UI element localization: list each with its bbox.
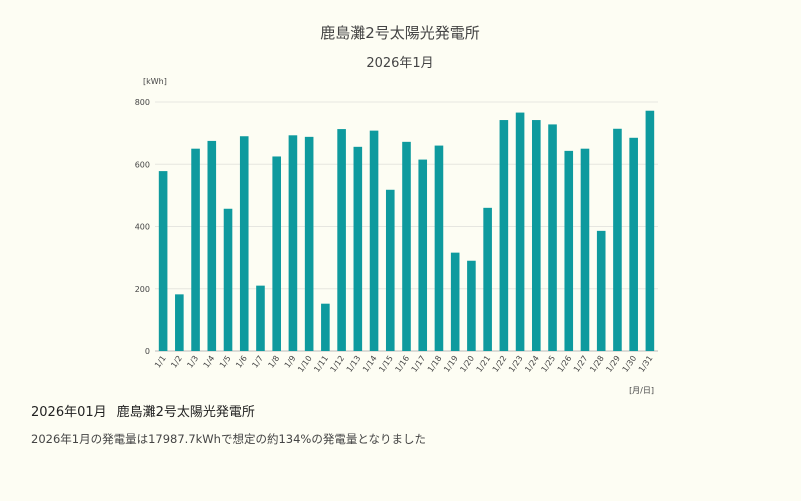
bar	[613, 128, 622, 351]
x-tick-label: 1/20	[458, 354, 476, 374]
bar	[450, 252, 460, 351]
y-tick-label: 600	[135, 160, 150, 169]
y-axis-unit-label: [kWh]	[143, 77, 167, 86]
bar	[369, 130, 379, 351]
bar	[191, 148, 200, 351]
summary-heading: 2026年01月 鹿島灘2号太陽光発電所	[31, 401, 255, 420]
chart-subtitle: 2026年1月	[366, 56, 433, 71]
x-tick-label: 1/13	[345, 354, 363, 374]
bar	[304, 136, 314, 351]
y-tick-label: 400	[135, 223, 150, 232]
bar	[402, 141, 411, 351]
bar	[548, 124, 557, 351]
y-tick-label: 200	[135, 285, 150, 294]
y-axis-ticks: 0 200 400 600 800	[135, 98, 150, 356]
bar	[337, 129, 346, 351]
x-axis-unit-label: [月/日]	[629, 386, 654, 395]
x-tick-label: 1/10	[296, 354, 314, 374]
bar	[207, 140, 217, 351]
bar	[434, 145, 444, 351]
x-tick-label: 1/27	[572, 354, 590, 374]
bar	[288, 135, 298, 351]
x-tick-label: 1/11	[312, 354, 330, 374]
bar	[175, 294, 184, 351]
x-tick-label: 1/6	[234, 354, 249, 370]
x-tick-label: 1/31	[637, 354, 655, 374]
bar	[564, 150, 574, 351]
x-tick-label: 1/16	[393, 354, 411, 374]
x-tick-label: 1/1	[153, 354, 168, 370]
summary-plant-name: 鹿島灘2号太陽光発電所	[116, 405, 255, 420]
x-tick-label: 1/3	[185, 354, 200, 370]
x-tick-label: 1/17	[410, 354, 428, 374]
x-tick-label: 1/9	[283, 354, 298, 370]
x-tick-label: 1/14	[361, 354, 379, 374]
x-tick-label: 1/24	[523, 354, 541, 374]
x-tick-label: 1/18	[426, 354, 444, 374]
bar	[418, 159, 428, 351]
x-tick-label: 1/25	[539, 354, 557, 374]
bar	[385, 189, 395, 351]
bar	[321, 303, 330, 351]
x-tick-label: 1/5	[218, 354, 233, 370]
bar	[596, 230, 606, 351]
bar-series	[158, 110, 655, 351]
x-tick-label: 1/7	[250, 354, 265, 370]
x-tick-label: 1/19	[442, 354, 460, 374]
bar	[239, 136, 249, 351]
x-axis-ticks: 1/1 1/2 1/3 1/4 1/5 1/6 1/7 1/8 1/91/101/111/121…	[153, 354, 655, 374]
y-tick-label: 800	[135, 98, 150, 107]
bar	[353, 146, 363, 351]
bar	[158, 171, 168, 351]
bar-chart: 鹿島灘2号太陽光発電所 2026年1月 [kWh] [月/日] 0 200 400 6…	[135, 24, 658, 395]
bar	[580, 148, 590, 351]
bar	[256, 285, 265, 351]
x-tick-label: 1/30	[621, 354, 639, 374]
bar	[223, 208, 233, 351]
bar	[483, 207, 492, 351]
x-tick-label: 1/23	[507, 354, 525, 374]
chart-title: 鹿島灘2号太陽光発電所	[320, 24, 480, 42]
bar	[467, 260, 476, 351]
y-tick-label: 0	[145, 347, 150, 356]
x-tick-label: 1/12	[329, 354, 347, 374]
x-tick-label: 1/22	[491, 354, 509, 374]
bar	[499, 120, 509, 351]
bar	[532, 120, 541, 351]
x-tick-label: 1/28	[588, 354, 606, 374]
x-tick-label: 1/26	[556, 354, 574, 374]
bar	[515, 112, 525, 351]
summary-text: 2026年1月の発電量は17987.7kWhで想定の約134%の発電量となりまし…	[31, 432, 426, 446]
bar	[629, 137, 638, 351]
summary-period: 2026年01月	[31, 405, 107, 420]
bar	[645, 110, 655, 351]
x-tick-label: 1/21	[475, 354, 493, 374]
x-tick-label: 1/29	[604, 354, 622, 374]
x-tick-label: 1/2	[169, 354, 184, 370]
x-tick-label: 1/15	[377, 354, 395, 374]
x-tick-label: 1/4	[202, 354, 217, 370]
x-tick-label: 1/8	[267, 354, 282, 370]
bar	[272, 156, 281, 351]
